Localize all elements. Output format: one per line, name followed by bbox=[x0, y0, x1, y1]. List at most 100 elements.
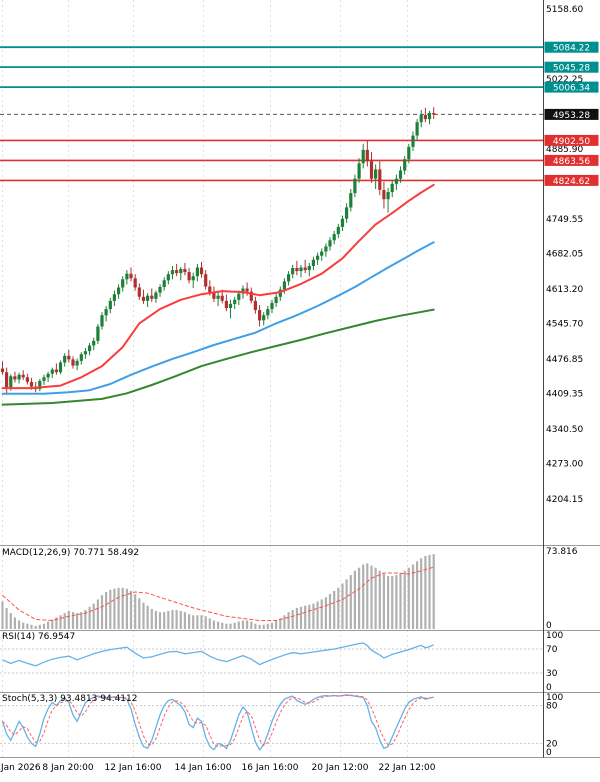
candle-up bbox=[79, 354, 83, 361]
current-price-label-box bbox=[544, 108, 599, 120]
candle-up bbox=[75, 360, 79, 366]
candle-up bbox=[237, 293, 241, 300]
resistance-price-label: 5084.22 bbox=[553, 44, 590, 54]
time-axis-label: 20 Jan 12:00 bbox=[312, 763, 369, 773]
candle-down bbox=[212, 292, 216, 299]
candle-up bbox=[316, 255, 320, 260]
candle-up bbox=[166, 274, 170, 281]
candle-up bbox=[216, 295, 220, 299]
candle-up bbox=[195, 267, 199, 277]
candle-down bbox=[5, 372, 9, 388]
candle-up bbox=[282, 281, 286, 290]
candle-down bbox=[258, 310, 262, 321]
candle-up bbox=[179, 269, 183, 274]
price-tick-label: 4273.00 bbox=[546, 460, 583, 470]
candle-down bbox=[249, 291, 253, 301]
support-price-label: 4863.56 bbox=[553, 157, 590, 167]
candle-up bbox=[92, 340, 96, 346]
candle-up bbox=[357, 163, 361, 179]
stoch-axis-label: 80 bbox=[546, 702, 558, 712]
candle-down bbox=[369, 161, 374, 179]
candle-down bbox=[378, 169, 382, 190]
candle-down bbox=[29, 382, 34, 387]
candle-up bbox=[311, 259, 315, 266]
macd-signal-line bbox=[2, 566, 434, 622]
candle-up bbox=[320, 251, 324, 256]
candle-up bbox=[270, 302, 274, 310]
candle-up bbox=[117, 287, 121, 295]
time-axis-label: 12 Jan 16:00 bbox=[105, 763, 162, 773]
candle-up bbox=[274, 296, 278, 303]
candle-up bbox=[17, 374, 21, 380]
candle-down bbox=[303, 267, 307, 271]
candle-up bbox=[112, 294, 116, 301]
resistance-price-label-box bbox=[544, 41, 599, 53]
candle-up bbox=[108, 300, 112, 310]
candle-up bbox=[58, 362, 63, 373]
price-tick-label: 4613.20 bbox=[546, 285, 583, 295]
stoch-d-line bbox=[2, 694, 434, 748]
price-tick-label: 5022.25 bbox=[546, 75, 583, 85]
stoch-label: Stoch(5,3,3) 93.4813 94.4112 bbox=[2, 694, 137, 704]
price-tick-label: 4749.55 bbox=[546, 215, 583, 225]
resistance-price-label-box bbox=[544, 61, 599, 73]
candle-down bbox=[432, 113, 436, 115]
candle-up bbox=[324, 246, 328, 252]
candle-down bbox=[21, 374, 25, 378]
candle-up bbox=[345, 207, 349, 219]
candle-up bbox=[262, 315, 266, 321]
candle-up bbox=[427, 113, 432, 120]
ma-fast-red-line bbox=[1, 183, 435, 390]
candle-down bbox=[208, 286, 212, 293]
candle-up bbox=[299, 267, 303, 272]
resistance-price-label: 5006.34 bbox=[553, 84, 590, 94]
candle-down bbox=[220, 295, 224, 301]
candle-up bbox=[415, 122, 419, 136]
candle-up bbox=[233, 299, 237, 304]
price-tick-label: 4885.90 bbox=[546, 145, 583, 155]
macd-axis-label: 0 bbox=[546, 621, 552, 631]
candle-up bbox=[411, 135, 415, 147]
candle-down bbox=[183, 269, 187, 273]
candle-down bbox=[224, 300, 228, 309]
candle-up bbox=[278, 289, 282, 297]
stoch-axis-label: 20 bbox=[546, 739, 558, 749]
candle-up bbox=[46, 373, 50, 378]
candle-up bbox=[291, 268, 295, 275]
rsi-axis-label: 70 bbox=[546, 645, 558, 655]
candle-up bbox=[287, 274, 291, 282]
candle-up bbox=[386, 192, 390, 200]
candle-up bbox=[38, 380, 42, 390]
candle-down bbox=[204, 274, 208, 287]
ma-slow-green-line bbox=[1, 308, 435, 406]
rsi-axis-label: 30 bbox=[546, 669, 558, 679]
rsi-axis-label: 0 bbox=[546, 683, 552, 693]
current-price-label: 4953.28 bbox=[553, 111, 590, 121]
candle-down bbox=[54, 369, 58, 373]
candle-down bbox=[365, 149, 369, 162]
price-tick-label: 4204.15 bbox=[546, 495, 583, 505]
candle-up bbox=[42, 377, 46, 381]
support-price-label-box bbox=[544, 134, 599, 146]
candle-up bbox=[88, 345, 92, 352]
time-axis-label: 22 Jan 12:00 bbox=[379, 763, 436, 773]
price-tick-label: 4409.35 bbox=[546, 390, 583, 400]
stoch-axis-label: 100 bbox=[546, 693, 563, 703]
time-axis-label: Jan 2026 bbox=[0, 763, 41, 773]
candle-up bbox=[104, 309, 108, 316]
candle-down bbox=[67, 355, 71, 360]
candle-down bbox=[187, 272, 191, 281]
candle-up bbox=[390, 183, 394, 192]
macd-label: MACD(12,26,9) 70.771 58.492 bbox=[2, 548, 139, 558]
candle-down bbox=[423, 115, 427, 120]
candle-up bbox=[266, 309, 270, 316]
rsi-label: RSI(14) 76.9547 bbox=[2, 632, 75, 642]
candle-down bbox=[133, 278, 137, 288]
candle-down bbox=[253, 300, 257, 311]
candle-up bbox=[336, 226, 340, 235]
candle-up bbox=[83, 351, 87, 355]
candle-up bbox=[100, 315, 104, 327]
candle-down bbox=[382, 190, 386, 200]
